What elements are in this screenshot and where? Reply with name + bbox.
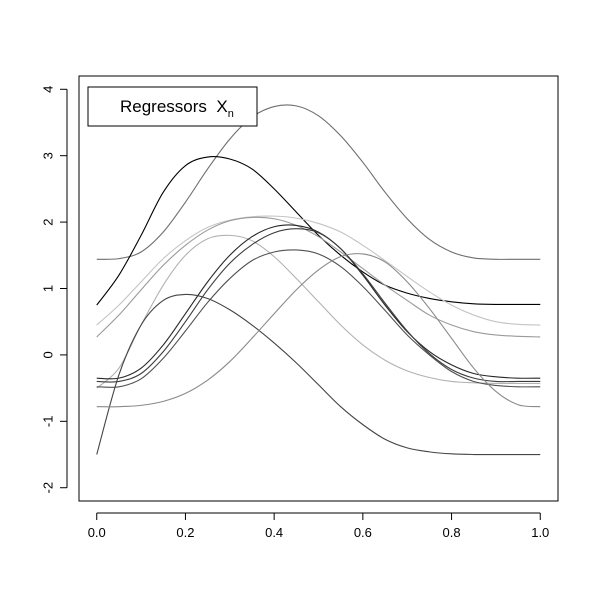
x-tick-label: 1.0 (531, 525, 549, 540)
plot-frame (78, 75, 559, 502)
y-tick-label: 1 (40, 285, 55, 292)
series-line-7 (96, 228, 541, 383)
series-line-3 (96, 215, 541, 326)
legend-box (87, 86, 258, 127)
legend-subscript: n (228, 108, 234, 120)
series-line-6 (96, 224, 541, 380)
x-tick-label: 0.8 (443, 525, 461, 540)
y-tick-label: 2 (40, 218, 55, 225)
legend-main-text: Regressors X (120, 97, 228, 116)
series-line-5 (96, 234, 541, 389)
series-line-4 (96, 216, 541, 338)
legend: Regressors Xn (87, 86, 258, 127)
series-line-10 (96, 253, 541, 408)
y-tick-label: 3 (40, 152, 55, 159)
y-tick-label: 4 (40, 86, 55, 93)
series-layer (96, 104, 541, 456)
series-line-2 (96, 156, 541, 306)
x-tick-label: 0.2 (176, 525, 194, 540)
series-line-8 (96, 249, 541, 388)
series-line-1 (96, 104, 541, 260)
x-tick-label: 0.4 (265, 525, 283, 540)
x-tick-label: 0.6 (354, 525, 372, 540)
y-tick-label: -1 (40, 416, 55, 428)
legend-label: Regressors Xn (120, 97, 234, 120)
y-tick-label: -2 (40, 482, 55, 494)
y-axis: -2 -1 0 1 2 3 4 (40, 86, 68, 494)
y-tick-label: 0 (40, 351, 55, 358)
x-tick-label: 0.0 (88, 525, 106, 540)
series-line-9 (96, 293, 541, 456)
x-axis: 0.0 0.2 0.4 0.6 0.8 1.0 (88, 512, 549, 540)
